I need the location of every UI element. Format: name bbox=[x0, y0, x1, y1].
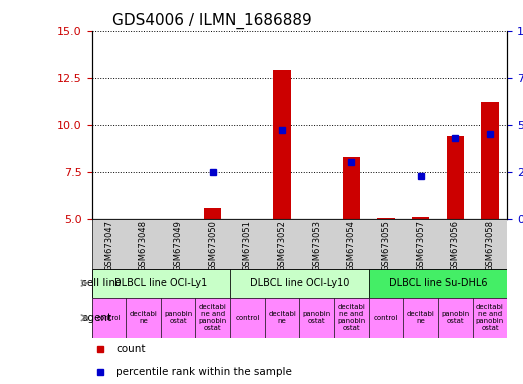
Text: GDS4006 / ILMN_1686889: GDS4006 / ILMN_1686889 bbox=[112, 13, 312, 29]
Text: decitabi
ne: decitabi ne bbox=[130, 311, 157, 324]
Text: DLBCL line OCI-Ly10: DLBCL line OCI-Ly10 bbox=[249, 278, 349, 288]
Bar bbox=[447, 136, 464, 219]
Text: GSM673056: GSM673056 bbox=[451, 220, 460, 271]
Bar bbox=[299, 298, 334, 338]
Bar bbox=[230, 298, 265, 338]
Text: decitabi
ne: decitabi ne bbox=[407, 311, 435, 324]
Text: control: control bbox=[374, 315, 398, 321]
Text: decitabi
ne and
panobin
ostat: decitabi ne and panobin ostat bbox=[476, 304, 504, 331]
Text: panobin
ostat: panobin ostat bbox=[303, 311, 331, 324]
Text: panobin
ostat: panobin ostat bbox=[441, 311, 470, 324]
Bar bbox=[274, 70, 291, 219]
Text: panobin
ostat: panobin ostat bbox=[164, 311, 192, 324]
Text: GSM673058: GSM673058 bbox=[485, 220, 494, 271]
Bar bbox=[92, 298, 126, 338]
Bar bbox=[196, 298, 230, 338]
Bar bbox=[412, 217, 429, 219]
Bar bbox=[369, 298, 403, 338]
Text: control: control bbox=[97, 315, 121, 321]
Bar bbox=[438, 298, 473, 338]
Bar bbox=[473, 298, 507, 338]
Bar bbox=[403, 298, 438, 338]
Text: GSM673047: GSM673047 bbox=[105, 220, 113, 271]
Text: percentile rank within the sample: percentile rank within the sample bbox=[117, 367, 292, 377]
Text: GSM673054: GSM673054 bbox=[347, 220, 356, 271]
Text: decitabi
ne: decitabi ne bbox=[268, 311, 296, 324]
Text: DLBCL line OCI-Ly1: DLBCL line OCI-Ly1 bbox=[114, 278, 208, 288]
Bar bbox=[126, 298, 161, 338]
Bar bbox=[369, 269, 507, 298]
Text: GSM673048: GSM673048 bbox=[139, 220, 148, 271]
Bar bbox=[161, 298, 196, 338]
Text: agent: agent bbox=[81, 313, 111, 323]
Bar bbox=[92, 269, 230, 298]
Bar bbox=[343, 157, 360, 219]
Text: GSM673057: GSM673057 bbox=[416, 220, 425, 271]
Bar bbox=[265, 298, 299, 338]
Bar bbox=[378, 218, 395, 219]
Text: decitabi
ne and
panobin
ostat: decitabi ne and panobin ostat bbox=[337, 304, 366, 331]
Text: DLBCL line Su-DHL6: DLBCL line Su-DHL6 bbox=[389, 278, 487, 288]
Text: decitabi
ne and
panobin
ostat: decitabi ne and panobin ostat bbox=[199, 304, 227, 331]
Bar bbox=[481, 102, 498, 219]
Text: GSM673055: GSM673055 bbox=[382, 220, 391, 271]
Text: GSM673051: GSM673051 bbox=[243, 220, 252, 271]
Text: GSM673049: GSM673049 bbox=[174, 220, 183, 271]
Text: cell line: cell line bbox=[81, 278, 121, 288]
Bar bbox=[334, 298, 369, 338]
Text: control: control bbox=[235, 315, 259, 321]
Bar bbox=[204, 208, 221, 219]
Text: GSM673052: GSM673052 bbox=[278, 220, 287, 271]
Text: GSM673053: GSM673053 bbox=[312, 220, 321, 271]
Text: count: count bbox=[117, 344, 146, 354]
Text: GSM673050: GSM673050 bbox=[208, 220, 217, 271]
Bar bbox=[230, 269, 369, 298]
